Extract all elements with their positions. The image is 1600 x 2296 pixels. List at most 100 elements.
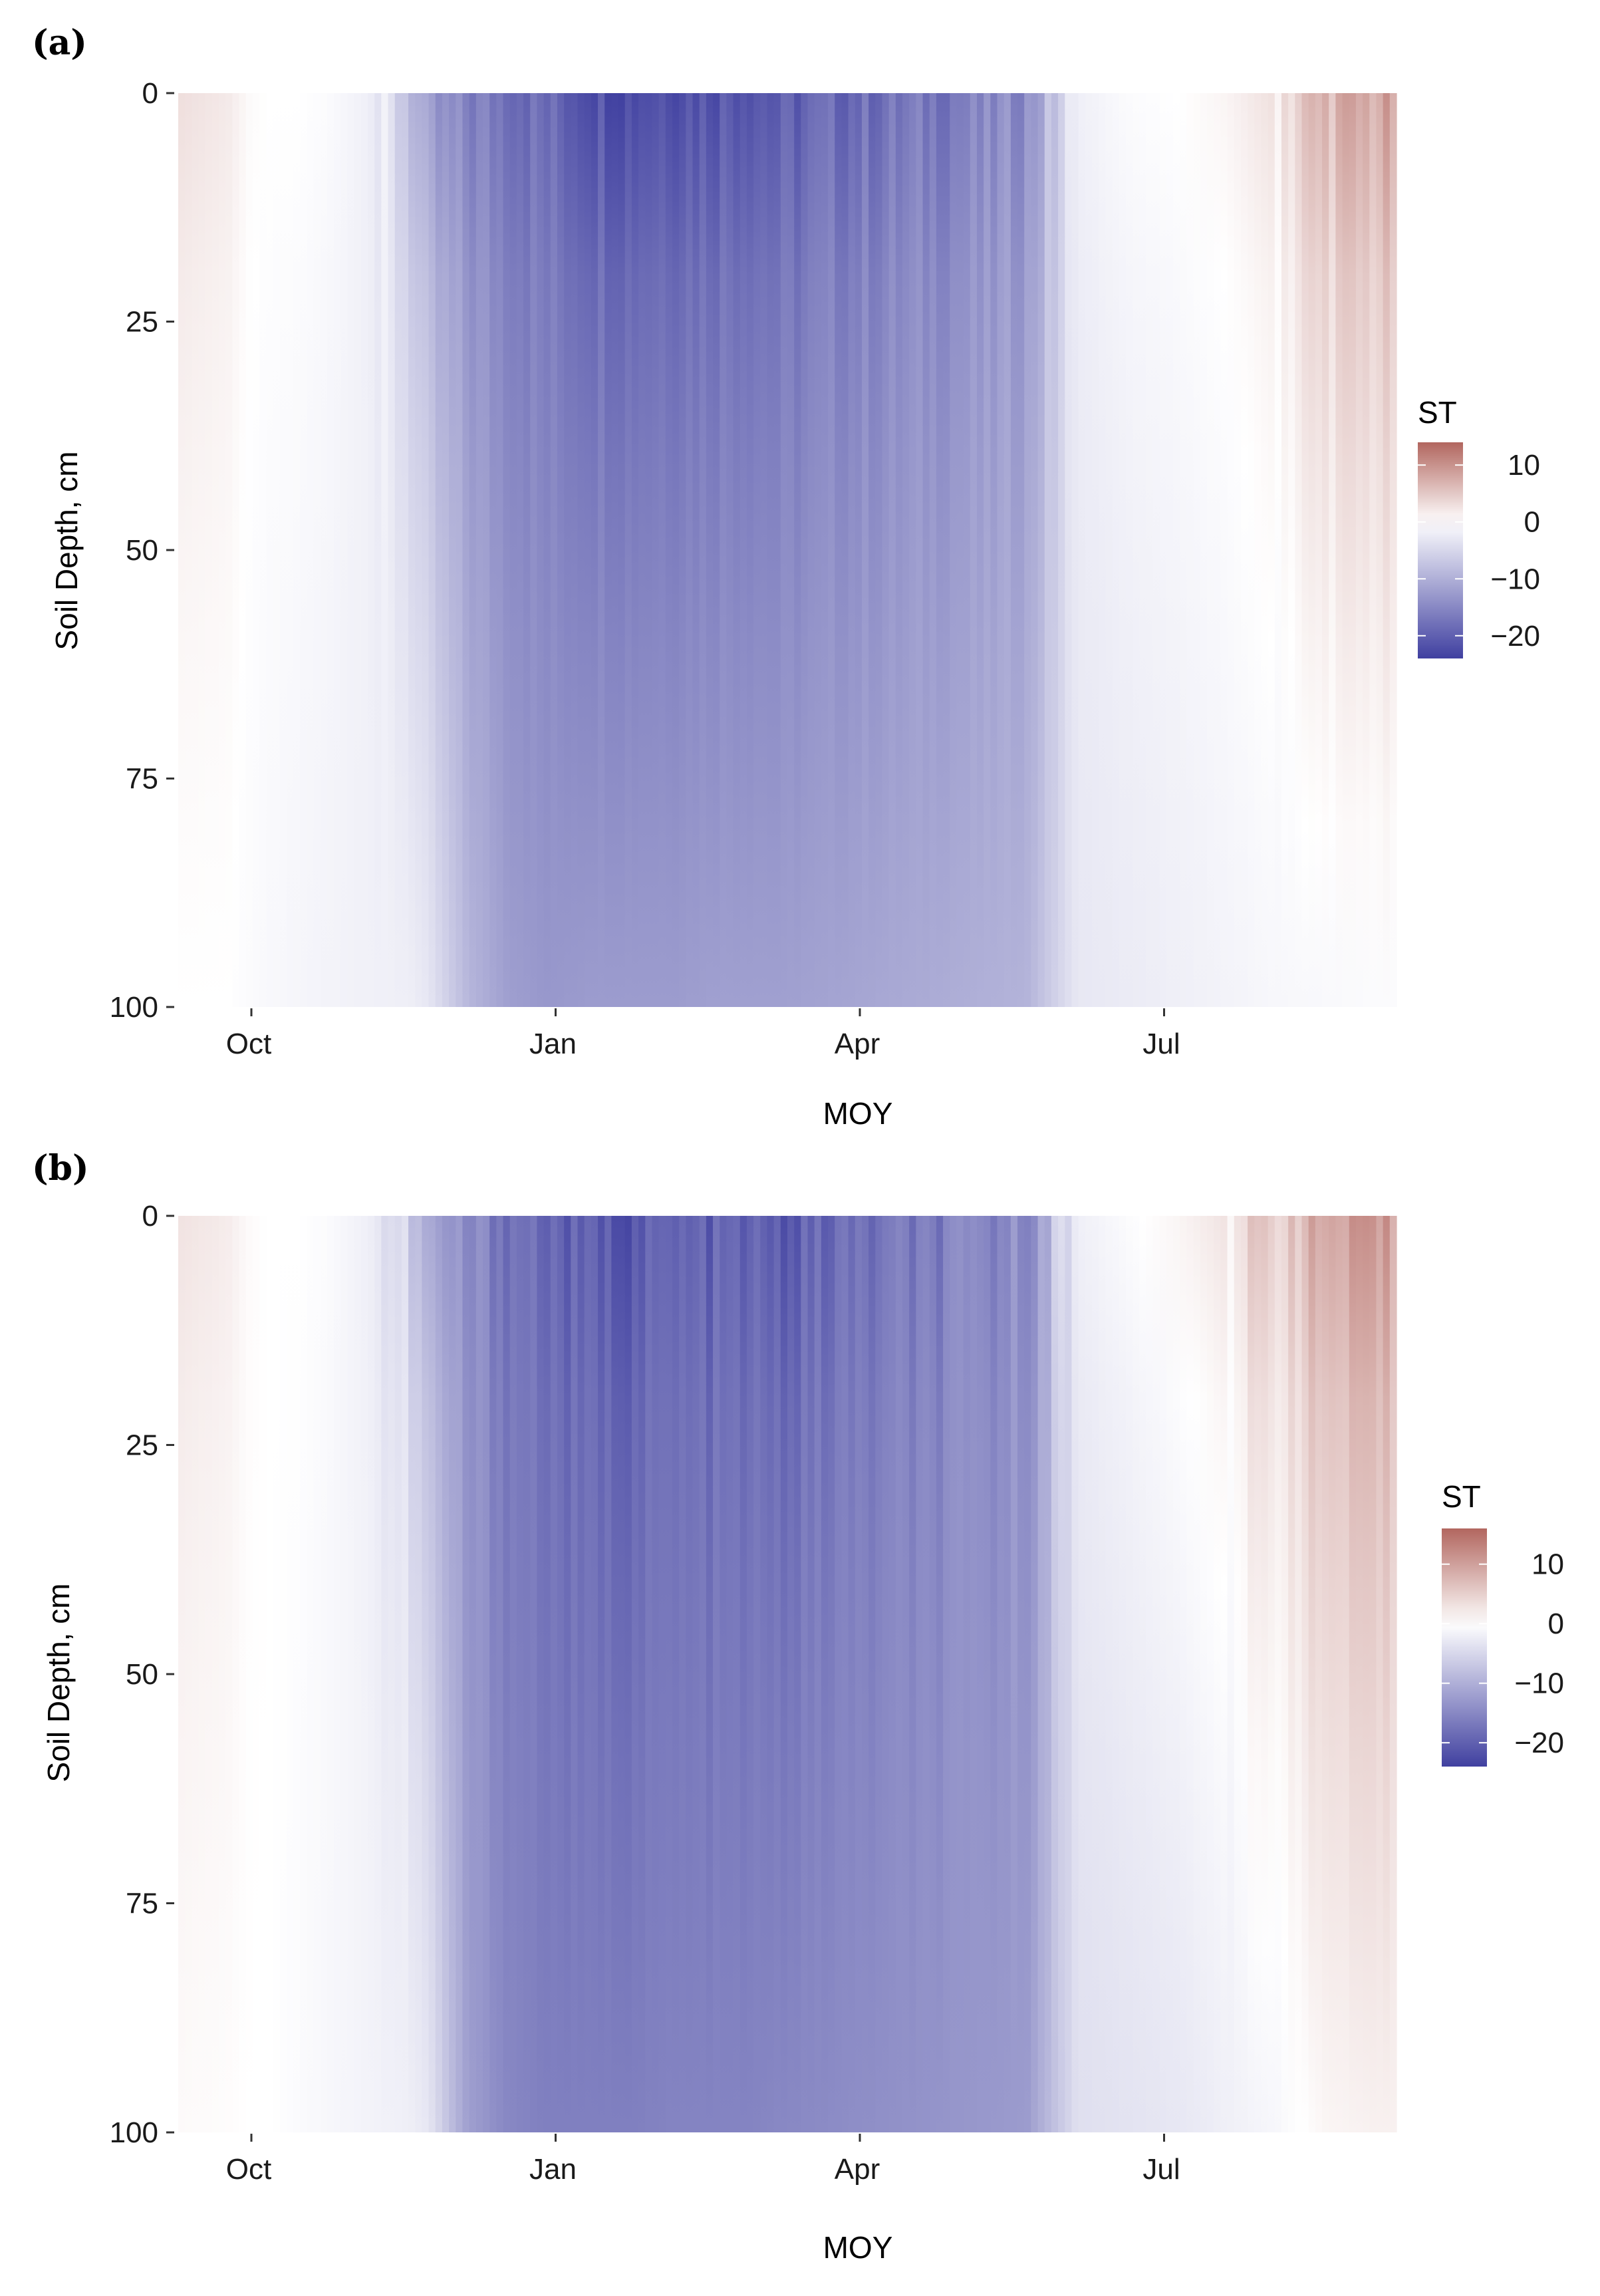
heatmap-column (543, 1216, 551, 2132)
heatmap-column (733, 93, 741, 1007)
heatmap-column (767, 1216, 775, 2132)
heatmap-column (225, 93, 233, 1007)
heatmap-column (1254, 93, 1262, 1007)
heatmap-column (537, 93, 545, 1007)
heatmap-column (286, 93, 294, 1007)
heatmap-column (259, 93, 267, 1007)
heatmap-column (1037, 1216, 1045, 2132)
heatmap-column (916, 93, 924, 1007)
x-tick-label: Apr (835, 1028, 880, 1060)
heatmap-column (848, 1216, 856, 2132)
heatmap-column (1214, 93, 1221, 1007)
heatmap-column (1288, 93, 1295, 1007)
heatmap-column (686, 1216, 694, 2132)
heatmap-column (456, 93, 464, 1007)
heatmap-column (307, 93, 315, 1007)
heatmap-column (753, 93, 761, 1007)
panel-b-axes: 0 25 50 75 100 Oct Jan Apr Jul (110, 1200, 1180, 2186)
heatmap-column (475, 93, 483, 1007)
heatmap-column (469, 1216, 477, 2132)
heatmap-column (780, 1216, 788, 2132)
heatmap-column (381, 93, 389, 1007)
heatmap-column (658, 93, 666, 1007)
heatmap-column (1315, 1216, 1323, 2132)
heatmap-column (1349, 93, 1357, 1007)
heatmap-column (1065, 93, 1073, 1007)
heatmap-column (347, 1216, 355, 2132)
heatmap-column (1159, 1216, 1167, 2132)
heatmap-column (773, 93, 781, 1007)
heatmap-column (929, 1216, 937, 2132)
heatmap-column (875, 1216, 883, 2132)
legend-tick-label: −10 (1490, 563, 1540, 595)
heatmap-column (530, 93, 538, 1007)
heatmap-column (976, 1216, 984, 2132)
heatmap-column (665, 93, 673, 1007)
heatmap-column (956, 93, 964, 1007)
heatmap-column (205, 1216, 213, 2132)
heatmap-column (509, 93, 517, 1007)
y-tick-label: 50 (126, 534, 158, 567)
heatmap-column (1173, 93, 1180, 1007)
heatmap-column (307, 1216, 315, 2132)
heatmap-column (449, 1216, 456, 2132)
heatmap-column (1112, 93, 1120, 1007)
heatmap-column (956, 1216, 964, 2132)
heatmap-column (1159, 93, 1167, 1007)
heatmap-column (997, 1216, 1005, 2132)
heatmap-column (895, 1216, 903, 2132)
heatmap-column (252, 93, 260, 1007)
heatmap-column (1010, 1216, 1018, 2132)
panel-a-label: (a) (32, 23, 87, 63)
heatmap-column (814, 93, 822, 1007)
heatmap-column (523, 1216, 531, 2132)
heatmap-column (516, 93, 524, 1007)
heatmap-column (1207, 93, 1214, 1007)
heatmap-column (1281, 1216, 1289, 2132)
heatmap-column (1193, 93, 1201, 1007)
heatmap-column (1105, 93, 1113, 1007)
heatmap-column (1099, 93, 1106, 1007)
legend-colorbar (1418, 442, 1463, 658)
heatmap-column (888, 1216, 896, 2132)
heatmap-column (293, 1216, 301, 2132)
heatmap-column (936, 93, 944, 1007)
heatmap-column (807, 93, 815, 1007)
heatmap-column (320, 1216, 328, 2132)
heatmap-column (1010, 93, 1018, 1007)
heatmap-column (1112, 1216, 1120, 2132)
heatmap-column (706, 1216, 714, 2132)
heatmap-column (1383, 1216, 1391, 2132)
heatmap-column (760, 93, 768, 1007)
heatmap-column (645, 93, 653, 1007)
heatmap-column (327, 1216, 334, 2132)
heatmap-column (1315, 93, 1323, 1007)
x-tick-label: Oct (226, 1028, 271, 1060)
heatmap-column (1240, 93, 1248, 1007)
heatmap-column (1355, 93, 1363, 1007)
heatmap-column (1037, 93, 1045, 1007)
heatmap-column (984, 93, 991, 1007)
heatmap-column (713, 93, 720, 1007)
heatmap-column (192, 93, 200, 1007)
heatmap-column (624, 93, 632, 1007)
panel-b-heatmap (178, 1216, 1397, 2132)
heatmap-column (475, 1216, 483, 2132)
heatmap-column (239, 93, 247, 1007)
heatmap-column (1207, 1216, 1214, 2132)
legend-tick-label: −20 (1514, 1727, 1564, 1759)
heatmap-column (462, 93, 470, 1007)
heatmap-column (1301, 1216, 1309, 2132)
y-tick-label: 25 (126, 306, 158, 339)
heatmap-column (543, 93, 551, 1007)
heatmap-column (1200, 93, 1208, 1007)
heatmap-column (598, 93, 605, 1007)
heatmap-column (252, 1216, 260, 2132)
heatmap-column (1119, 93, 1127, 1007)
heatmap-column (435, 1216, 443, 2132)
heatmap-column (604, 93, 612, 1007)
heatmap-column (1227, 93, 1235, 1007)
heatmap-column (692, 1216, 700, 2132)
heatmap-column (415, 1216, 422, 2132)
